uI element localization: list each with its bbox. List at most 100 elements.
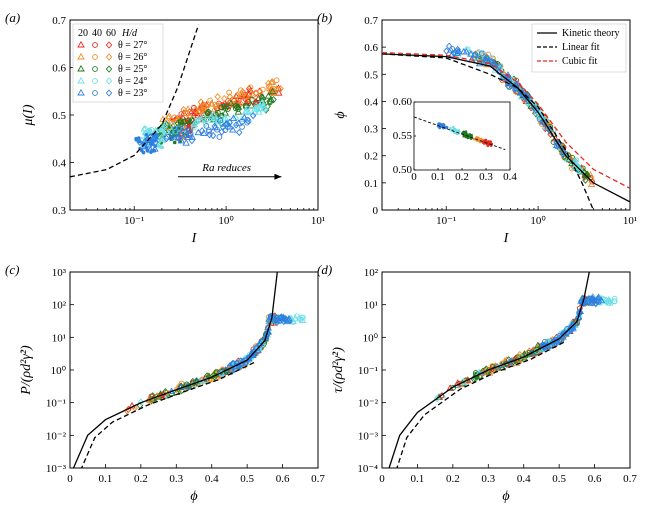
x-tick-label: 0.7 — [623, 473, 637, 485]
data-point — [137, 398, 145, 406]
data-point — [242, 99, 251, 106]
plot-frame — [381, 19, 631, 211]
data-point — [273, 85, 280, 93]
data-point — [197, 98, 205, 106]
data-point — [234, 108, 243, 115]
x-tick-label: 10⁻¹ — [124, 215, 144, 227]
data-point — [576, 307, 585, 314]
data-point — [268, 85, 277, 93]
inset-point — [453, 127, 456, 131]
legend-marker — [77, 64, 85, 72]
x-tick-label: 10⁰ — [530, 215, 546, 227]
data-point — [223, 120, 231, 128]
data-point — [194, 128, 203, 136]
data-point — [222, 127, 229, 133]
data-point — [234, 119, 243, 126]
data-point — [201, 101, 208, 110]
x-tick-label: 0.4 — [205, 473, 219, 485]
y-tick-label: 0 — [373, 205, 379, 217]
y-tick-label: 10⁰ — [363, 332, 379, 344]
inset-x-tick-label: 0.2 — [455, 171, 469, 183]
legend-box — [531, 23, 627, 73]
y-tick-label: 0.5 — [364, 69, 378, 81]
data-point — [268, 87, 277, 95]
data-point — [560, 150, 567, 158]
inset-fit-line — [413, 116, 506, 151]
legend-entry: θ = 23° — [118, 88, 147, 99]
x-tick-label: 0.2 — [446, 473, 460, 485]
data-point — [567, 325, 574, 333]
data-point — [258, 100, 265, 108]
inset-point — [445, 125, 449, 129]
legend-marker — [105, 53, 113, 61]
data-point — [227, 99, 235, 107]
data-point — [247, 101, 256, 109]
data-point — [211, 122, 218, 130]
data-point — [224, 106, 231, 112]
data-point — [611, 295, 618, 302]
y-tick-label: 10⁻³ — [358, 430, 379, 442]
panel-4: 0 0.1 0.2 0.3 0.4 0.5 0.6 0.7 10⁻⁴ 10⁻³ 10⁻² 10⁻¹ 10… — [317, 262, 637, 504]
legend-box — [72, 23, 164, 103]
data-point — [584, 295, 593, 302]
data-point — [448, 50, 456, 58]
data-point — [218, 128, 226, 136]
legend-marker — [77, 76, 85, 84]
data-point — [149, 150, 153, 154]
data-point — [233, 97, 242, 104]
panel-label: (b) — [317, 10, 332, 25]
data-point — [193, 378, 200, 386]
theory-curve — [72, 272, 278, 468]
data-point — [204, 115, 211, 122]
data-point — [145, 148, 150, 153]
data-point — [239, 357, 247, 365]
data-point — [284, 316, 293, 324]
data-point — [152, 138, 157, 143]
data-point — [570, 163, 579, 170]
panel-3: 0 0.1 0.2 0.3 0.4 0.5 0.6 0.7 10⁻³ 10⁻² 10⁻¹ 10⁰ 10¹… — [5, 262, 325, 504]
data-point — [203, 116, 210, 123]
inset-x-tick-label: 0.1 — [431, 171, 445, 183]
legend-marker — [92, 66, 98, 72]
data-layer — [72, 272, 307, 468]
data-point — [273, 77, 280, 84]
data-point — [222, 120, 230, 127]
data-point — [211, 371, 218, 379]
x-axis-label: I — [503, 231, 510, 246]
data-point — [565, 155, 574, 163]
data-point — [605, 299, 614, 306]
legend: 20 40 60 H/dθ = 27°θ = 26°θ = 25°θ = 24°θ =… — [72, 23, 164, 103]
data-point — [245, 85, 253, 93]
inset-y-tick-label: 0.50 — [393, 164, 413, 176]
data-point — [260, 100, 267, 109]
x-axis-label: ϕ — [190, 489, 197, 504]
data-point — [155, 133, 159, 138]
inset-point — [455, 129, 458, 133]
inset-point — [486, 144, 490, 147]
fit-line — [382, 53, 594, 210]
data-point — [517, 352, 525, 361]
y-tick-label: 10⁻⁴ — [357, 463, 378, 475]
data-point — [254, 345, 261, 352]
inset-point — [485, 139, 488, 143]
inset-point — [473, 137, 476, 141]
data-point — [513, 80, 522, 87]
data-point — [148, 128, 153, 133]
data-point — [210, 105, 219, 113]
inset: 0 0.1 0.2 0.3 0.4 0.50 0.55 0.60 — [393, 96, 518, 183]
x-tick-label: 0.4 — [517, 473, 531, 485]
legend-entry: θ = 24° — [118, 76, 147, 87]
data-point — [536, 111, 544, 118]
data-point — [211, 123, 219, 131]
data-point — [216, 134, 223, 140]
data-point — [177, 132, 184, 139]
data-point — [152, 148, 156, 153]
data-point — [249, 111, 257, 120]
data-point — [196, 116, 204, 123]
data-point — [209, 110, 218, 118]
panel-2: 10⁻¹ 10⁰ 10¹ 0 0.1 0.2 0.3 0.4 0.5 0.6 0.7 Iϕ (b) Kin… — [317, 10, 637, 246]
data-point — [266, 83, 272, 90]
legend-marker — [92, 90, 98, 96]
legend-header: H/d — [121, 28, 138, 39]
data-point — [217, 370, 225, 378]
